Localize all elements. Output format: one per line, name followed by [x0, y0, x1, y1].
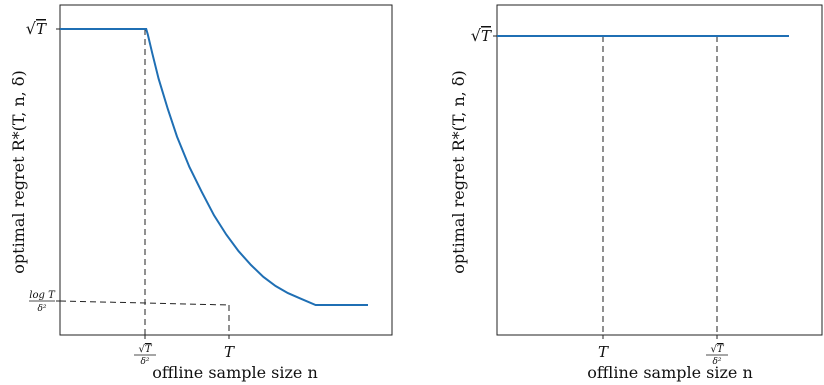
left-ytick-sqrtT: √T	[26, 19, 47, 38]
left-series-line	[60, 28, 368, 306]
right-tick-marks	[493, 35, 718, 339]
left-tick-marks	[56, 28, 230, 339]
right-ylabel: optimal regret R*(T, n, δ)	[449, 70, 468, 273]
svg-text:√T: √T	[710, 344, 724, 355]
right-xtick-T: T	[598, 343, 609, 361]
left-xtick-T: T	[224, 343, 235, 361]
left-xtick-sqrtT-delta2: √T δ²	[134, 344, 156, 367]
right-guide-lines	[602, 36, 718, 335]
right-ytick-sqrtT: √T	[471, 26, 492, 45]
right-xtick-sqrtT-delta2: √T δ²	[706, 344, 728, 367]
right-chart: √T T √T δ² offline sample size n optimal…	[449, 4, 823, 382]
svg-text:δ²: δ²	[140, 357, 149, 367]
left-guide-lines	[59, 29, 230, 335]
svg-text:√T: √T	[138, 344, 152, 355]
left-plot-frame	[59, 4, 393, 336]
left-xlabel: offline sample size n	[152, 363, 318, 382]
left-chart: √T log T δ² √T δ² T offline sample size …	[9, 4, 393, 382]
right-plot-frame	[496, 4, 823, 336]
svg-text:log T: log T	[29, 290, 56, 301]
left-guide-horizontal-floor	[59, 300, 230, 306]
svg-text:δ²: δ²	[712, 357, 721, 367]
svg-text:δ²: δ²	[37, 304, 46, 314]
left-ytick-logT-delta2: log T δ²	[29, 290, 56, 314]
left-ylabel: optimal regret R*(T, n, δ)	[9, 70, 28, 273]
right-xlabel: offline sample size n	[587, 363, 753, 382]
